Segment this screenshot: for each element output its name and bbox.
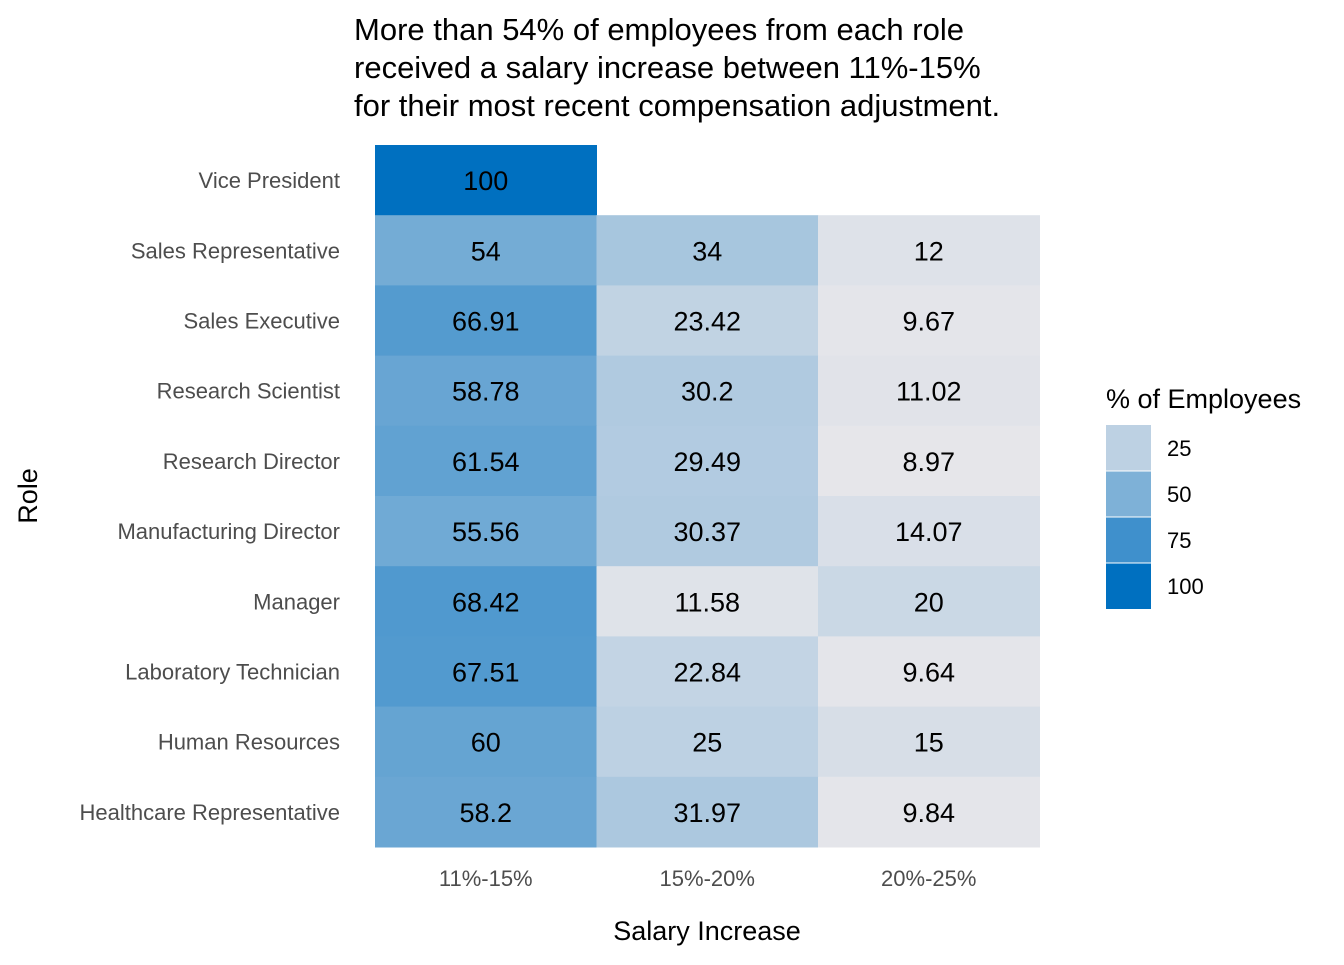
cell-value-label: 11.02 [896,377,962,407]
x-axis-title: Salary Increase [613,916,801,946]
cell-value-label: 20 [914,587,944,617]
heatmap-cell [596,776,819,848]
heatmap-cell [375,706,597,778]
heatmap-cells [375,145,1040,848]
heatmap-cell [818,776,1040,848]
y-tick-label: Manager [253,589,340,614]
cell-value-label: 12 [914,236,944,266]
cell-value-label: 66.91 [452,307,520,337]
heatmap-cell [375,285,597,357]
heatmap-cell [375,145,597,216]
cell-value-label: 58.78 [452,377,520,407]
y-axis-tick-labels: Vice President Sales Representative Sales … [80,168,340,825]
x-tick-label: 11%-15% [439,866,533,891]
legend-key-swatch [1106,471,1151,517]
heatmap-cell [596,215,819,286]
cell-value-label: 29.49 [673,447,741,477]
heatmap-cell [818,425,1040,497]
legend: % of Employees 25 50 75 100 [1106,384,1301,609]
legend-key-label: 75 [1167,528,1191,553]
heatmap-cell [596,636,819,708]
chart-title-line: for their most recent compensation adjus… [354,88,1000,123]
cell-value-label: 9.84 [902,798,955,828]
cell-value-label: 8.97 [902,447,955,477]
heatmap-cell [818,566,1040,637]
cell-value-label: 68.42 [452,587,520,617]
cell-value-label: 100 [463,166,508,196]
heatmap-cell [596,496,819,567]
heatmap-cell [375,496,597,567]
x-tick-label: 15%-20% [660,866,755,891]
heatmap-cell [596,425,819,497]
y-tick-label: Research Director [163,449,340,474]
legend-keys: 25 50 75 100 [1106,425,1204,609]
cell-value-label: 25 [692,728,722,758]
heatmap-cell [818,285,1040,357]
y-tick-label: Sales Representative [131,238,340,263]
legend-key-label: 25 [1167,436,1191,461]
cell-value-label: 11.58 [674,587,740,617]
cell-value-label: 61.54 [452,447,520,477]
cell-value-label: 9.64 [902,658,955,688]
legend-key-swatch [1106,517,1151,563]
y-tick-label: Vice President [199,168,340,193]
x-axis-tick-labels: 11%-15% 15%-20% 20%-25% [439,866,977,891]
heatmap-cell [818,706,1040,778]
heatmap-cell [596,566,819,637]
y-tick-label: Human Resources [158,730,340,755]
heatmap-cell [596,706,819,778]
x-tick-label: 20%-25% [881,866,976,891]
cell-value-label: 34 [692,236,722,266]
heatmap-cell [596,285,819,357]
heatmap-cell [375,636,597,708]
cell-value-label: 54 [471,236,501,266]
heatmap-cell [818,636,1040,708]
cell-value-label: 14.07 [895,517,963,547]
cell-value-label: 22.84 [673,658,741,688]
y-tick-label: Healthcare Representative [80,800,340,825]
heatmap-cell [375,776,597,848]
heatmap-cell [375,215,597,286]
cell-value-label: 60 [471,728,501,758]
legend-key-swatch [1106,425,1151,471]
cell-value-label: 30.37 [673,517,741,547]
cell-value-label: 67.51 [452,658,520,688]
heatmap-cell [375,355,597,427]
cell-value-label: 30.2 [681,377,734,407]
cell-value-label: 23.42 [673,307,741,337]
cell-value-label: 15 [914,728,944,758]
cell-value-label: 9.67 [902,307,955,337]
chart-title-line: received a salary increase between 11%-1… [354,50,981,85]
chart-title-line: More than 54% of employees from each rol… [354,12,964,47]
legend-key-swatch [1106,563,1151,609]
y-tick-label: Research Scientist [157,379,340,404]
heatmap-cell [818,355,1040,427]
y-tick-label: Sales Executive [183,309,340,334]
heatmap-cell [818,215,1040,286]
cell-value-labels: 100 54 34 12 66.91 23.42 9.67 58.78 30.2 11.02 61.… [452,166,963,828]
heatmap-cell [596,355,819,427]
heatmap-cell [375,566,597,637]
heatmap-cell [375,425,597,497]
y-axis-title: Role [13,468,43,524]
cell-value-label: 31.97 [673,798,741,828]
y-tick-label: Laboratory Technician [125,660,340,685]
cell-value-label: 55.56 [452,517,520,547]
y-tick-label: Manufacturing Director [117,519,340,544]
legend-key-label: 100 [1167,574,1204,599]
cell-value-label: 58.2 [459,798,512,828]
legend-title: % of Employees [1106,384,1301,414]
heatmap-cell [818,496,1040,567]
chart-title: More than 54% of employees from each rol… [354,12,1000,123]
legend-key-label: 50 [1167,482,1191,507]
